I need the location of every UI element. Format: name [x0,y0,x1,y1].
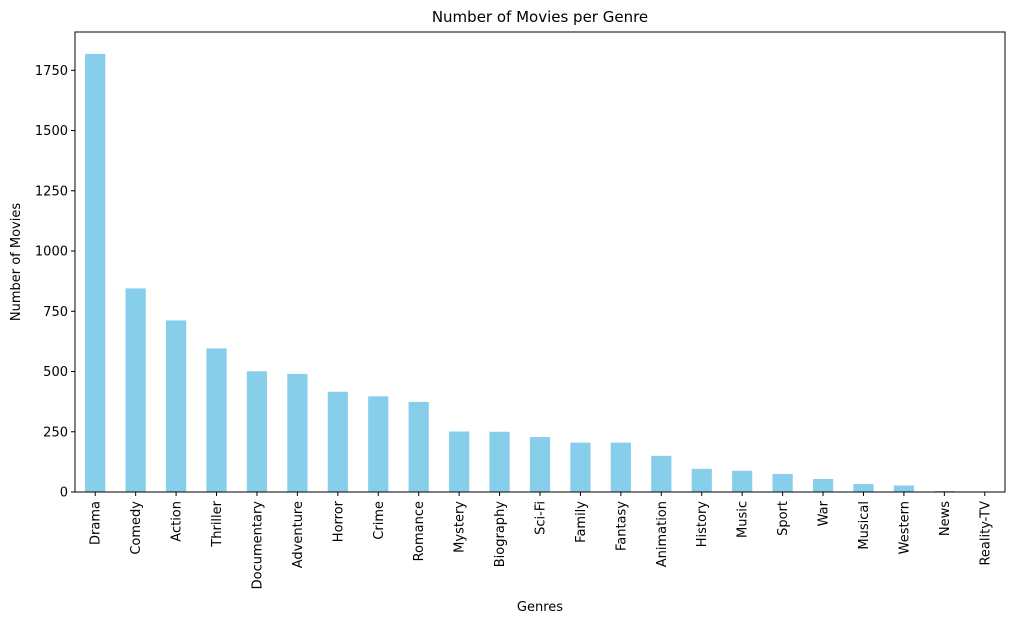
x-tick-label: Family [574,501,589,543]
x-tick-label: Adventure [291,501,306,568]
bars-group [85,53,995,493]
bar-musical [853,484,874,492]
bar-history [691,468,712,492]
y-axis: 0 250 500 750 1000 1250 1500 1750 [35,64,75,501]
bar-comedy [125,288,146,492]
y-tick-label: 250 [43,425,68,440]
x-tick-label: Mystery [453,501,468,553]
y-tick-label: 1250 [35,184,68,199]
bar-thriller [206,348,227,492]
plot-frame [74,31,1006,493]
x-tick-label: Animation [655,501,670,567]
bar-animation [651,455,672,492]
bar-family [570,442,591,492]
bar-action [165,320,187,492]
x-tick-label: Western [897,501,912,554]
y-axis-label: Number of Movies [9,203,24,321]
x-tick-label: Thriller [210,500,225,547]
bar-fantasy [610,442,631,492]
x-axis-label: Genres [517,600,563,615]
x-tick-label: Musical [857,501,872,550]
bar-sci-fi [529,437,551,492]
x-tick-label: Sci-Fi [534,501,549,535]
x-tick-label: Documentary [250,501,265,590]
bar-drama [85,53,106,493]
x-tick-label: War [817,500,832,526]
x-axis: Drama Comedy Action Thriller Documentary Adve… [89,492,993,590]
x-tick-label: Action [170,501,185,542]
y-tick-label: 500 [43,365,68,380]
x-tick-label: Reality-TV [978,501,993,566]
x-tick-label: Crime [372,501,387,540]
bar-western [893,485,915,492]
bar-mystery [449,431,470,492]
x-tick-label: News [938,501,953,536]
bar-documentary [246,371,268,492]
bar-romance [408,401,429,492]
x-tick-label: Fantasy [614,501,629,551]
bar-horror [327,391,348,492]
x-tick-label: Sport [776,501,791,536]
y-tick-label: 1000 [35,245,68,260]
x-tick-label: Biography [493,501,508,568]
bar-adventure [287,373,308,492]
bar-crime [368,396,389,492]
x-tick-label: Horror [331,500,346,542]
y-tick-label: 1750 [35,64,68,79]
x-tick-label: Comedy [129,501,144,555]
y-tick-label: 750 [43,305,68,320]
bar-music [732,470,753,492]
x-tick-label: Romance [412,501,427,561]
x-tick-label: Drama [89,501,104,545]
chart-title: Number of Movies per Genre [432,8,648,26]
x-tick-label: Music [736,501,751,538]
bar-biography [489,431,510,492]
x-tick-label: History [695,501,710,548]
y-tick-label: 1500 [35,124,68,139]
bar-sport [772,473,793,492]
y-tick-label: 0 [60,486,68,501]
bar-war [812,478,834,492]
